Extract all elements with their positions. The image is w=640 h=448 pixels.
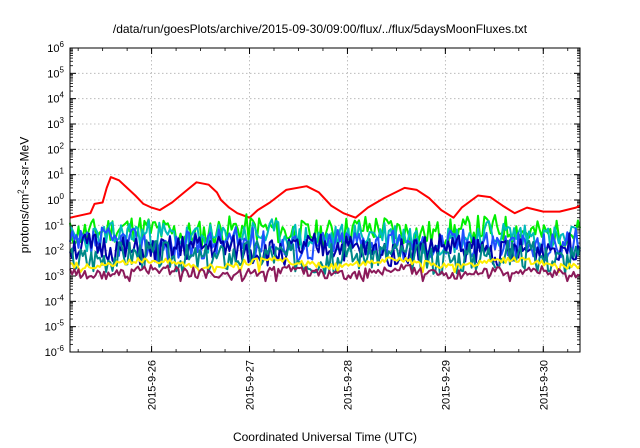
- plot-frame: [69, 47, 581, 353]
- y-tick-label: 10-3: [45, 268, 65, 283]
- series-line: [69, 213, 581, 249]
- chart-title: /data/run/goesPlots/archive/2015-09-30/0…: [112, 22, 528, 36]
- y-tick-label: 100: [47, 192, 64, 207]
- series-line: [69, 176, 581, 219]
- y-tick-label: 10-1: [45, 217, 65, 232]
- y-tick-label: 102: [47, 141, 64, 156]
- y-tick-label: 104: [47, 91, 64, 106]
- x-tick-label: 2015-9-29: [440, 360, 452, 410]
- y-tick-label: 103: [47, 116, 64, 131]
- y-tick-label: 10-6: [45, 344, 65, 359]
- series-line: [69, 263, 581, 283]
- series-line: [69, 256, 581, 273]
- x-tick-label: 2015-9-28: [342, 360, 354, 410]
- y-tick-label: 10-4: [45, 293, 65, 308]
- x-axis-label: Coordinated Universal Time (UTC): [232, 430, 418, 444]
- y-tick-label: 10-5: [45, 319, 65, 334]
- series-line: [69, 238, 581, 275]
- y-tick-label: 105: [47, 65, 64, 80]
- x-tick-label: 2015-9-26: [147, 360, 159, 410]
- y-tick-label: 106: [47, 40, 64, 55]
- x-tick-label: 2015-9-30: [538, 360, 550, 410]
- y-tick-label: 101: [47, 167, 64, 182]
- x-tick-label: 2015-9-27: [245, 360, 257, 410]
- y-tick-label: 10-2: [45, 243, 65, 258]
